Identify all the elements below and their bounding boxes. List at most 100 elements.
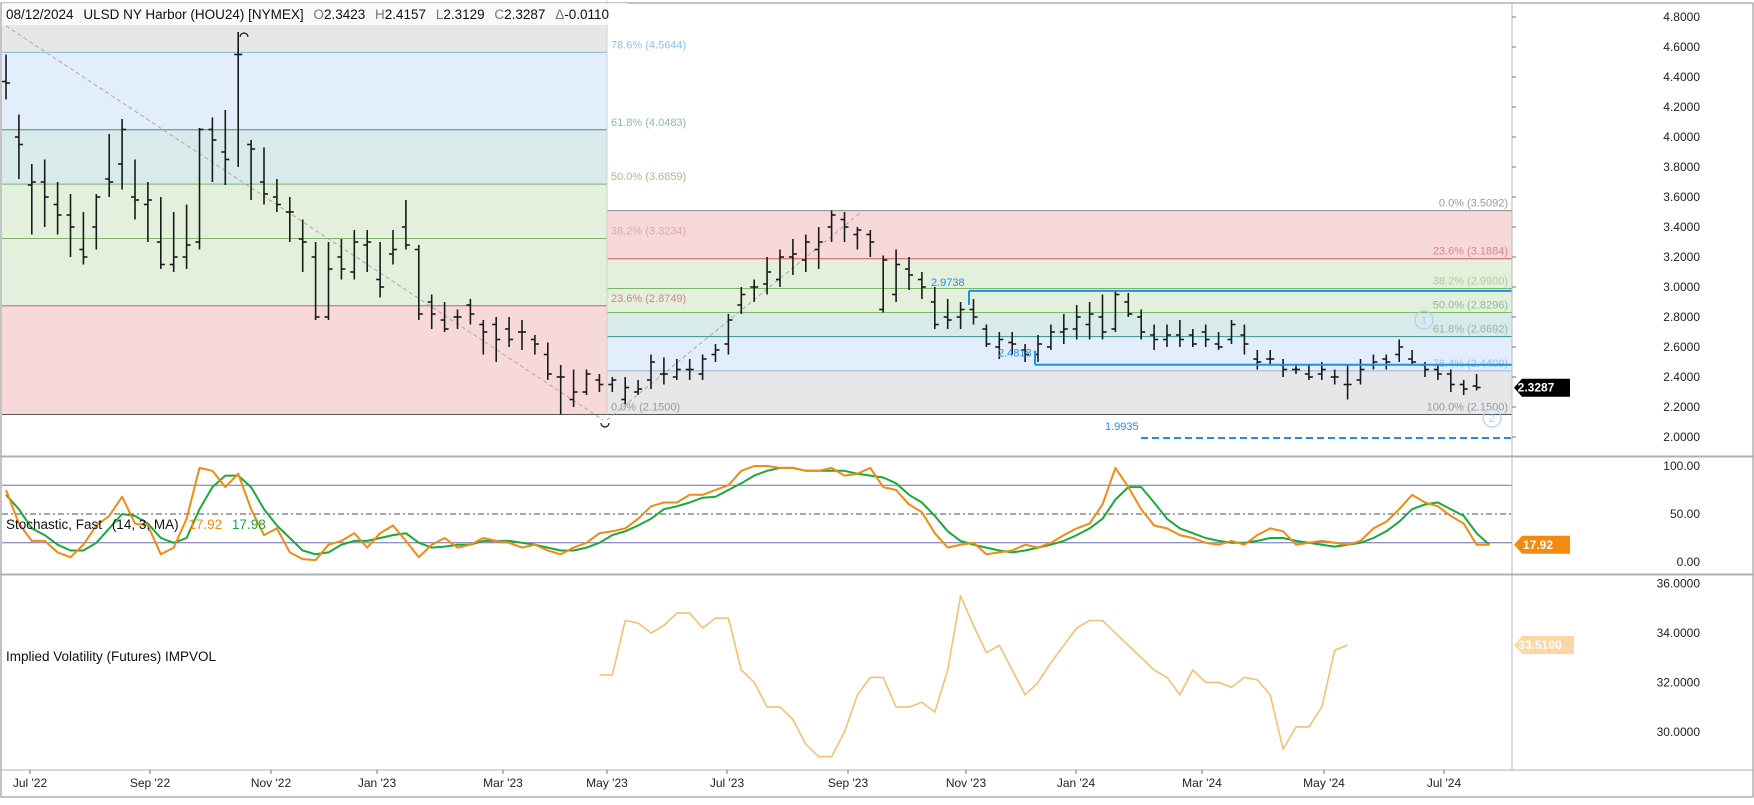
- ohlc-bar: [14, 114, 23, 179]
- stoch-d-value: 17.98: [232, 517, 266, 532]
- ohlc-bar: [1111, 291, 1120, 332]
- impvol-panel: [599, 594, 1348, 758]
- last-price-label: 2.3287: [1518, 381, 1555, 395]
- stoch-title: Stochastic, Fast (14, 3, MA) 17.92 17.98: [6, 517, 266, 532]
- ohlc-bar: [1137, 309, 1146, 340]
- fib-label-upper-1: 61.8% (4.0483): [611, 117, 686, 129]
- header-low: 2.3129: [443, 7, 484, 22]
- ohlc-bar: [53, 182, 62, 235]
- ohlc-bar: [285, 197, 294, 242]
- fib-label-lower-2: 38.2% (2.9900): [1433, 276, 1508, 288]
- target-label: 1.9935: [1105, 421, 1139, 433]
- ohlc-bar: [1150, 324, 1159, 350]
- ohlc-bar: [943, 299, 952, 329]
- impvol-tick-label: 32.0000: [1657, 675, 1701, 689]
- impvol-line: [599, 594, 1348, 758]
- ohlc-bar: [982, 324, 991, 347]
- fib-band-upper-0: [2, 52, 607, 130]
- fib-band-upper-4: [2, 305, 607, 415]
- resistance-label: 2.9738: [931, 277, 965, 289]
- price-tick-label: 2.0000: [1663, 430, 1700, 444]
- ohlc-bar: [853, 227, 862, 250]
- ohlc-bar: [750, 279, 759, 302]
- ohlc-bar: [118, 119, 127, 190]
- ohlc-bar: [518, 320, 526, 350]
- ohlc-bar: [776, 249, 784, 287]
- swing-low-marker: [600, 422, 610, 428]
- ohlc-bar: [1304, 365, 1313, 380]
- time-tick-label: Jul '24: [1427, 776, 1462, 790]
- impvol-title: Implied Volatility (Futures) IMPVOL: [6, 649, 217, 664]
- ohlc-bar: [801, 234, 810, 272]
- ohlc-bar: [208, 117, 217, 182]
- ohlc-bar: [182, 204, 191, 269]
- header-open-label: O: [313, 7, 324, 22]
- ohlc-bar: [1008, 332, 1017, 355]
- ohlc-bar: [621, 377, 630, 404]
- fib-band-upper-3: [2, 238, 607, 306]
- ohlc-bar: [892, 249, 901, 302]
- time-tick-label: Sep '23: [828, 776, 869, 790]
- ohlc-bar: [556, 365, 565, 415]
- header-high: 2.4157: [385, 7, 426, 22]
- fib-band-lower-3: [607, 312, 1512, 337]
- ohlc-bar: [1175, 320, 1184, 347]
- fib-label-upper-5: 0.0% (2.1500): [611, 402, 680, 414]
- stochastic-panel: [2, 465, 1512, 562]
- time-tick-label: Sep '22: [130, 776, 171, 790]
- time-tick-label: Mar '24: [1182, 776, 1222, 790]
- time-tick-label: Jul '22: [13, 776, 48, 790]
- ohlc-bar: [1021, 344, 1030, 362]
- stoch-value-label: 17.92: [1523, 538, 1553, 552]
- impvol-tick-label: 30.0000: [1657, 725, 1701, 739]
- ohlc-bar: [27, 164, 36, 235]
- price-tick-label: 4.0000: [1663, 130, 1700, 144]
- ohlc-bar: [1459, 380, 1468, 395]
- fib-label-lower-0: 0.0% (3.5092): [1439, 198, 1508, 210]
- ohlc-bar: [1059, 314, 1068, 344]
- time-tick-label: May '24: [1303, 776, 1345, 790]
- price-tick-label: 3.8000: [1663, 160, 1700, 174]
- header-change-label: Δ: [555, 7, 564, 22]
- price-tick-label: 4.4000: [1663, 70, 1700, 84]
- ohlc-bar: [672, 359, 681, 380]
- header-line: 08/12/2024 ULSD NY Harbor (HOU24) [NYMEX…: [6, 7, 609, 22]
- header-low-label: L: [436, 7, 444, 22]
- ohlc-bar: [2, 54, 10, 100]
- header-symbol: ULSD NY Harbor (HOU24) [NYMEX]: [83, 7, 303, 22]
- ohlc-bar: [1072, 305, 1081, 340]
- ohlc-bar: [479, 320, 488, 355]
- support-label: 2.4818: [998, 348, 1032, 360]
- impvol-value-label: 33.5100: [1518, 638, 1562, 652]
- ohlc-bar: [711, 344, 720, 362]
- fib-band-lower-5: [607, 370, 1512, 415]
- ohlc-bar: [1046, 324, 1055, 350]
- ohlc-bar: [1266, 350, 1275, 365]
- ohlc-bar: [1395, 339, 1404, 362]
- ohlc-bar: [79, 212, 88, 265]
- wave-marker-2-label: 2: [1489, 413, 1495, 425]
- ohlc-bar: [260, 147, 268, 205]
- ohlc-bar: [1253, 350, 1262, 370]
- ohlc-bar: [505, 317, 514, 347]
- swing-high-marker: [239, 32, 249, 38]
- price-tick-label: 4.6000: [1663, 40, 1700, 54]
- price-tick-label: 3.6000: [1663, 190, 1700, 204]
- ohlc-bar: [363, 230, 372, 272]
- ohlc-bar: [92, 194, 101, 250]
- ohlc-bar: [131, 159, 139, 220]
- header-background: [2, 3, 627, 25]
- ohlc-bar: [698, 354, 707, 380]
- time-tick-label: Nov '23: [946, 776, 987, 790]
- stoch-value-badge: [1514, 535, 1570, 554]
- ohlc-bar: [608, 377, 617, 392]
- ohlc-bar: [414, 245, 423, 320]
- fib-label-lower-3: 50.0% (2.8296): [1433, 300, 1508, 312]
- ohlc-bar: [788, 239, 797, 275]
- price-bars: [2, 32, 1481, 415]
- ohlc-bar: [156, 197, 165, 269]
- ohlc-bar: [350, 230, 359, 280]
- stoch-params: (14, 3, MA): [112, 517, 179, 532]
- ohlc-bar: [427, 294, 436, 329]
